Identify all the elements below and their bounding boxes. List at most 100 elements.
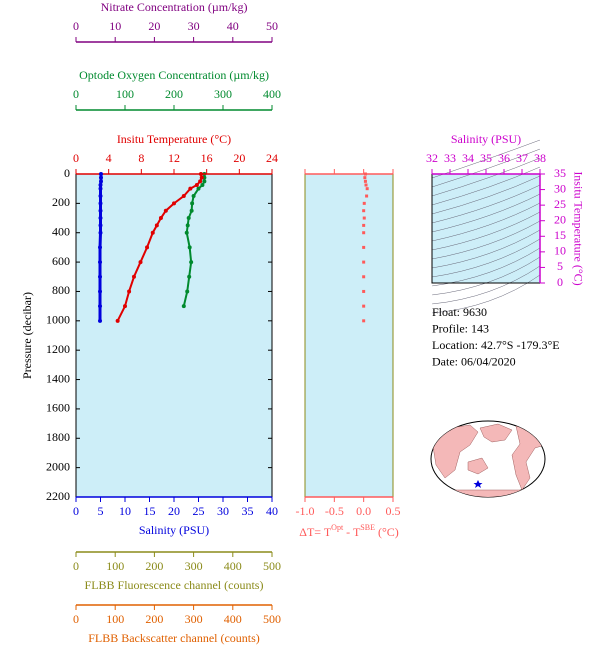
y-tick-label: 25	[554, 197, 566, 211]
profile-point	[154, 223, 159, 228]
profile-point	[199, 175, 204, 180]
profile-point	[202, 179, 207, 184]
land	[479, 423, 513, 443]
plot-area	[431, 173, 541, 284]
density-contour	[432, 266, 540, 304]
y-tick-label: 20	[554, 212, 566, 226]
x-tick-label: 35	[242, 504, 254, 518]
density-contour	[432, 194, 540, 232]
profile-point	[145, 245, 150, 250]
profile-point	[98, 260, 103, 265]
x-tick-label: 300	[185, 612, 203, 626]
delta-point	[362, 260, 366, 264]
profile-point	[191, 194, 196, 199]
x-tick-label: 36	[498, 151, 510, 165]
profile-point	[98, 230, 103, 235]
profile-point	[198, 179, 203, 184]
y-axis-title: Insitu Temperature (°C)	[571, 171, 585, 285]
y-tick-label: 600	[52, 254, 70, 268]
x-axis-title-part: - T	[343, 525, 361, 539]
profile-point	[98, 304, 103, 309]
profile-point	[196, 186, 201, 191]
profile-point	[184, 230, 189, 235]
profile-line	[182, 174, 206, 307]
land	[467, 457, 489, 475]
x-tick-label: 34	[462, 151, 474, 165]
delta-point	[365, 187, 369, 191]
x-tick-label: 0.5	[386, 504, 401, 518]
x-tick-label: 400	[224, 559, 242, 573]
x-tick-label: 5	[98, 504, 104, 518]
x-tick-label: 300	[214, 87, 232, 101]
x-tick-label: 40	[266, 504, 278, 518]
profile-point	[123, 304, 127, 309]
x-tick-label: 15	[144, 504, 156, 518]
land	[431, 424, 479, 479]
profile-point	[127, 289, 132, 294]
density-contour	[432, 248, 540, 286]
float-info: Float: 9630	[432, 305, 487, 319]
y-tick-label: 2000	[46, 459, 70, 473]
profile-point	[98, 274, 103, 279]
plot-area	[304, 173, 394, 498]
y-tick-label: 1400	[46, 371, 70, 385]
profile-point	[98, 208, 103, 213]
x-tick-label: 400	[263, 87, 281, 101]
x-tick-label: 200	[145, 612, 163, 626]
x-tick-label: 40	[227, 19, 239, 33]
delta-point	[362, 216, 366, 220]
x-tick-label: 12	[168, 151, 180, 165]
density-contour	[432, 230, 540, 268]
x-tick-label: -1.0	[296, 504, 315, 518]
x-tick-label: 10	[119, 504, 131, 518]
x-tick-label: 500	[263, 612, 281, 626]
density-contour	[432, 149, 540, 187]
profile-point	[98, 318, 103, 323]
x-tick-label: -0.5	[325, 504, 344, 518]
profile-point	[98, 175, 103, 180]
float-info: Location: 42.7°S -179.3°E	[432, 338, 560, 352]
delta-point	[362, 223, 366, 227]
x-tick-label: 32	[426, 151, 438, 165]
delta-point	[364, 183, 368, 187]
profile-point	[181, 304, 186, 309]
delta-point	[362, 304, 366, 308]
x-tick-label: 25	[193, 504, 205, 518]
density-contour	[432, 257, 540, 295]
y-tick-label: 400	[52, 224, 70, 238]
profile-point	[186, 216, 191, 221]
x-tick-label: 50	[266, 19, 278, 33]
y-tick-label: 5	[557, 259, 563, 273]
density-contour	[432, 275, 540, 313]
series	[98, 172, 103, 323]
density-contour	[432, 221, 540, 259]
float-info: Date: 06/04/2020	[432, 354, 516, 368]
density-contour	[432, 239, 540, 277]
density-contour	[432, 158, 540, 196]
x-tick-label: 100	[116, 87, 134, 101]
profile-point	[98, 183, 103, 188]
profile-point	[190, 201, 195, 206]
density-contour	[432, 176, 540, 214]
y-tick-label: 200	[52, 195, 70, 209]
x-tick-label: 400	[224, 612, 242, 626]
x-tick-label: 0	[73, 151, 79, 165]
plot-area	[75, 173, 273, 498]
x-axis-title: Insitu Temperature (°C)	[117, 132, 231, 146]
delta-point	[362, 319, 366, 323]
delta-point	[362, 201, 366, 205]
profile-point	[98, 216, 103, 221]
profile-point	[115, 318, 120, 323]
x-tick-label: 200	[165, 87, 183, 101]
x-tick-label: 100	[106, 612, 124, 626]
profile-point	[200, 183, 205, 188]
x-tick-label: 0	[73, 504, 79, 518]
x-axis-title-part: ΔT= T	[299, 525, 332, 539]
profile-point	[189, 208, 194, 213]
x-axis-title: Salinity (PSU)	[139, 523, 209, 537]
x-tick-label: 37	[516, 151, 528, 165]
x-tick-label: 0	[73, 559, 79, 573]
y-tick-label: 1200	[46, 342, 70, 356]
y-tick-label: 2200	[46, 489, 70, 503]
